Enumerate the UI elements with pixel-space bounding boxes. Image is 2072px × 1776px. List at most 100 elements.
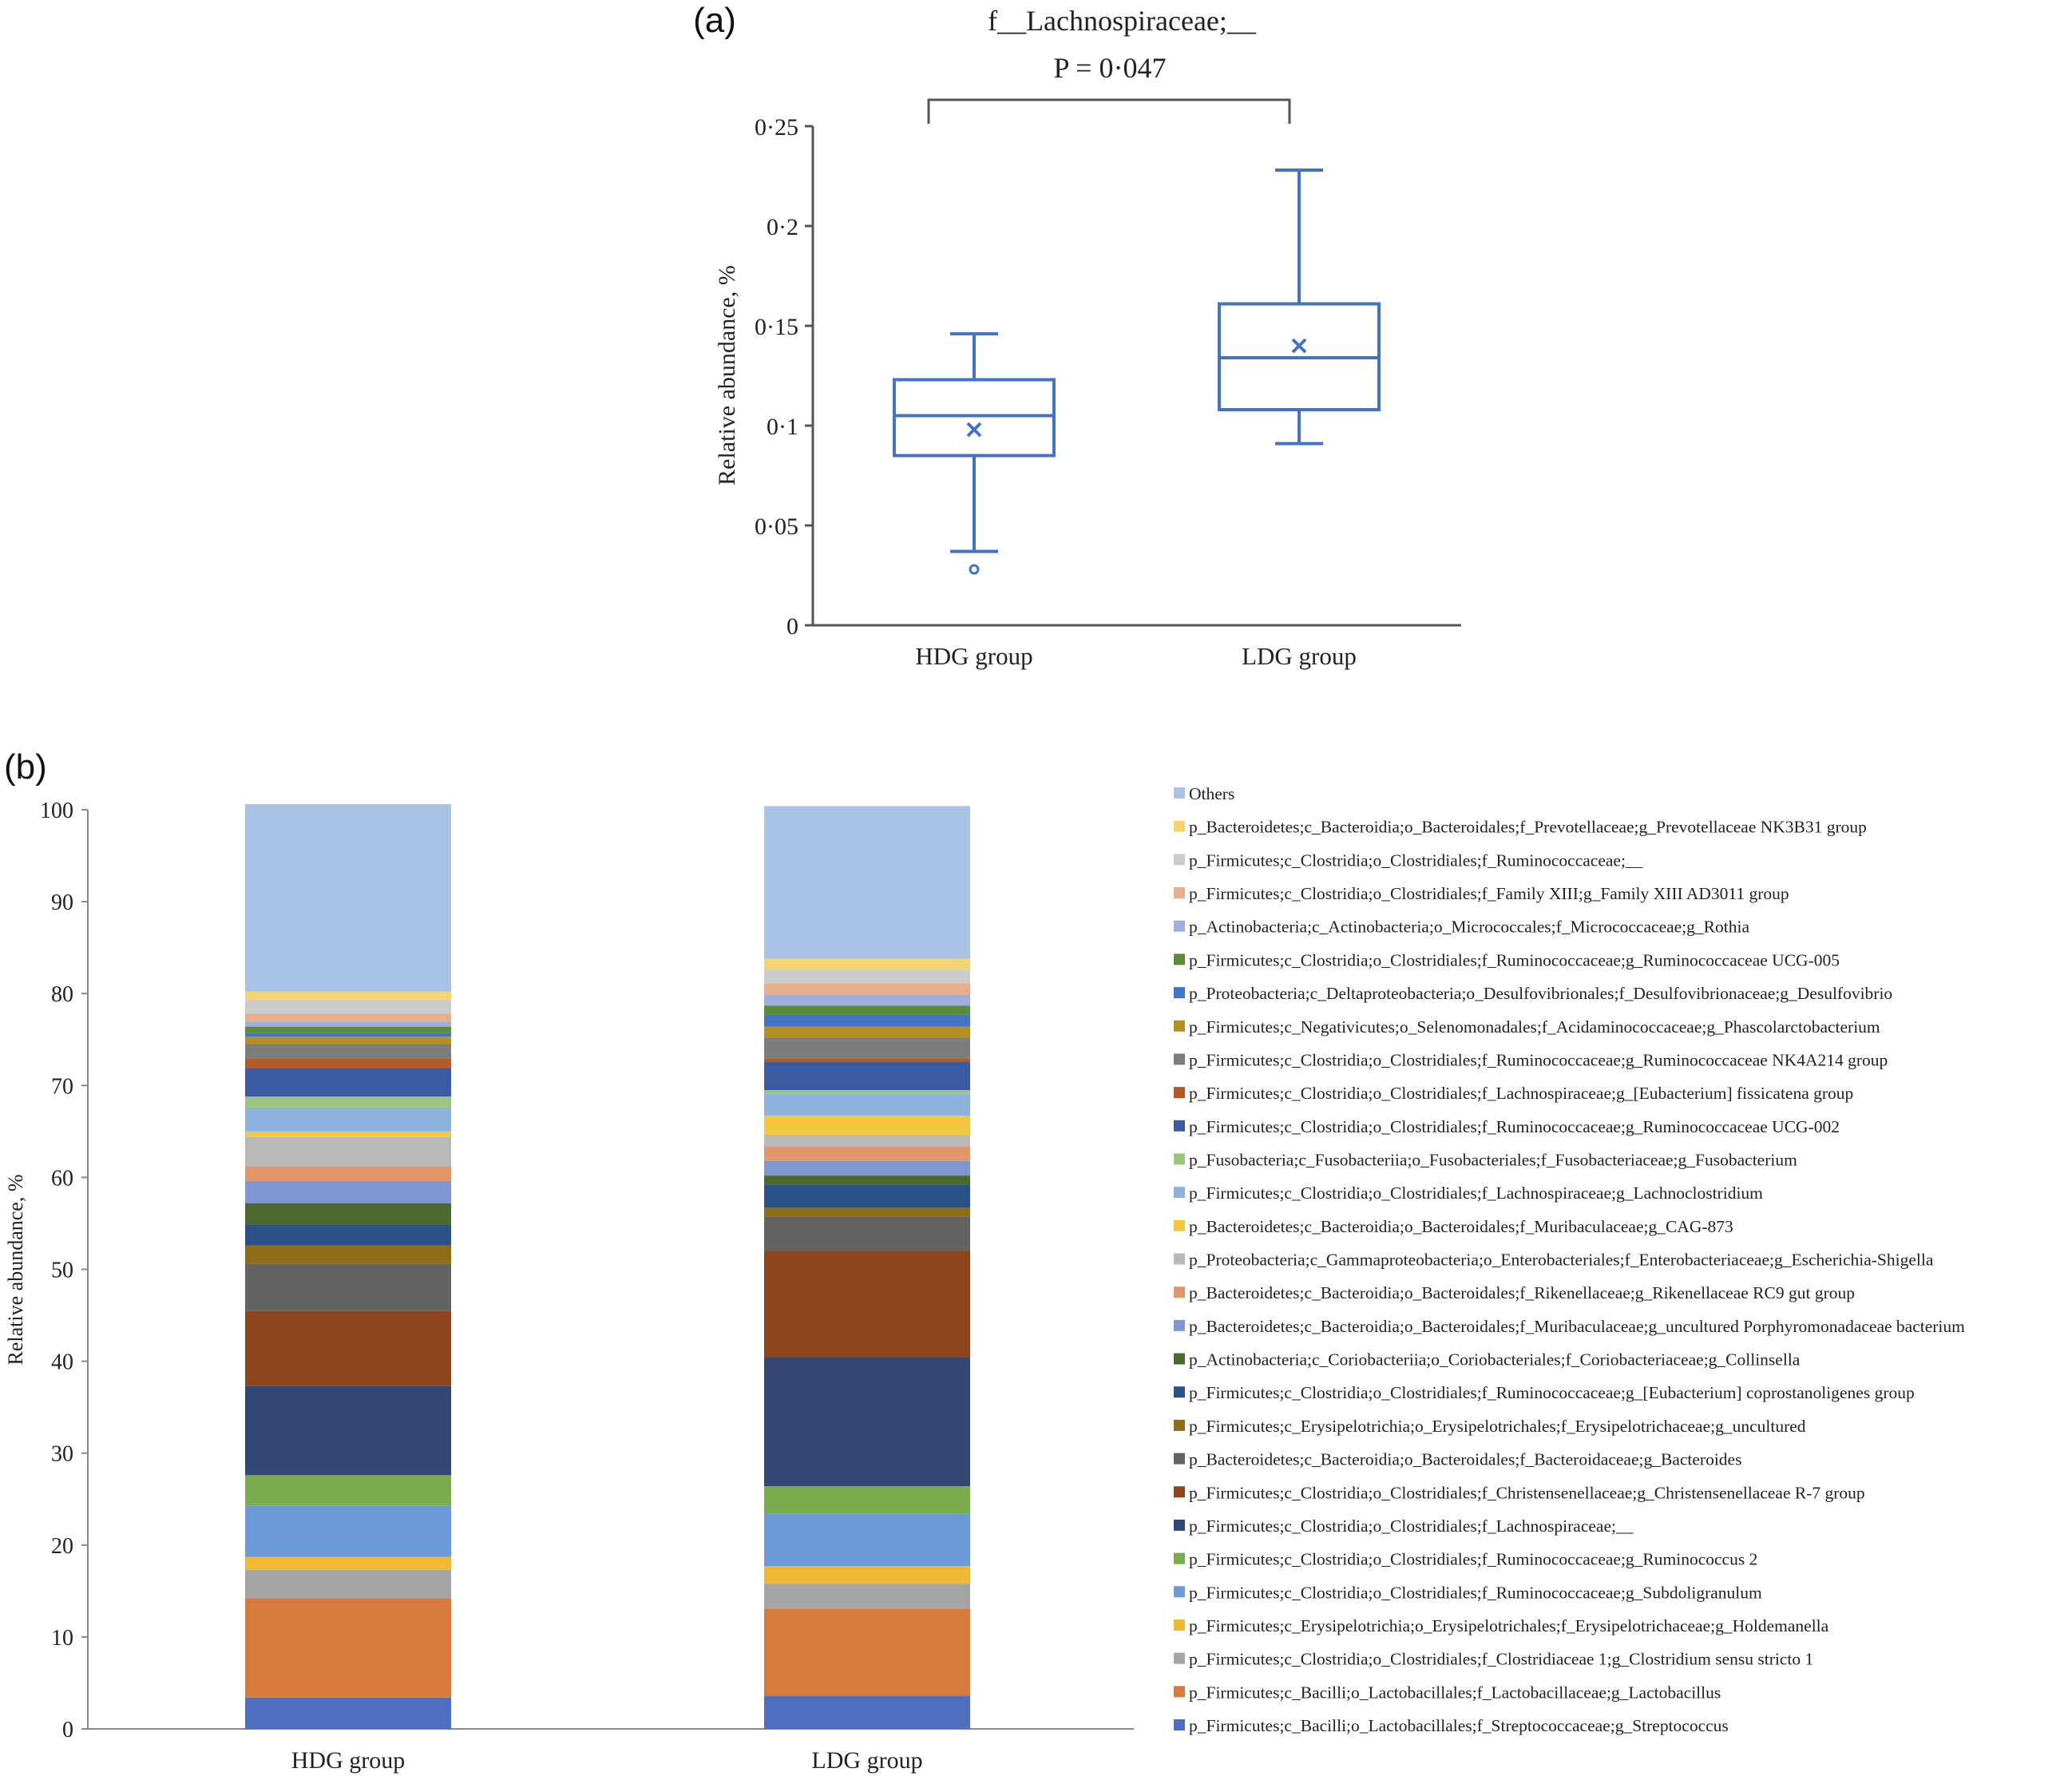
legend-swatch	[1174, 1619, 1185, 1631]
bar-segment	[764, 1486, 970, 1514]
legend-item: p_Firmicutes;c_Clostridia;o_Clostridiale…	[1174, 1383, 1915, 1402]
bar-segment	[245, 1096, 451, 1108]
bar-segment	[245, 1697, 451, 1729]
bar-segment	[764, 1005, 970, 1015]
bar-segment	[764, 1175, 970, 1185]
legend-swatch	[1174, 1153, 1185, 1165]
legend-item: p_Firmicutes;c_Clostridia;o_Clostridiale…	[1174, 1550, 1757, 1569]
y-tick-label-b: 90	[51, 890, 73, 915]
legend-item: p_Firmicutes;c_Clostridia;o_Clostridiale…	[1174, 884, 1789, 903]
bar-segment	[245, 1068, 451, 1097]
legend-swatch	[1174, 1453, 1185, 1465]
legend-label: p_Firmicutes;c_Clostridia;o_Clostridiale…	[1189, 1550, 1757, 1569]
legend: Others p_Bacteroidetes;c_Bacteroidia;o_Ba…	[1174, 784, 1965, 1735]
bar-segment	[245, 1505, 451, 1557]
bar-segment	[245, 991, 451, 1001]
legend-label: p_Firmicutes;c_Clostridia;o_Clostridiale…	[1189, 884, 1789, 903]
panel-b-label: (b)	[4, 747, 47, 787]
x-label-b: LDG group	[811, 1747, 922, 1774]
bar-segment	[764, 1014, 970, 1027]
legend-swatch	[1174, 1286, 1185, 1298]
legend-swatch	[1174, 920, 1185, 932]
legend-item: p_Firmicutes;c_Bacilli;o_Lactobacillales…	[1174, 1716, 1729, 1735]
bar-segment	[245, 1203, 451, 1225]
legend-swatch	[1174, 987, 1185, 999]
y-tick-label-b: 60	[51, 1166, 73, 1191]
bar-segment	[764, 1251, 970, 1358]
mean-marker	[1291, 338, 1307, 354]
legend-item: p_Bacteroidetes;c_Bacteroidia;o_Bacteroi…	[1174, 818, 1867, 837]
legend-swatch	[1174, 1219, 1185, 1231]
bar-segment	[764, 969, 970, 984]
bar-segment	[764, 1695, 970, 1729]
bar-segment	[764, 1584, 970, 1609]
y-tick-label-a: 0·15	[755, 314, 798, 340]
y-axis-title-b: Relative abundance, %	[4, 1175, 27, 1366]
bar-segment	[764, 1146, 970, 1161]
legend-label: p_Firmicutes;c_Negativicutes;o_Selenomon…	[1189, 1017, 1880, 1037]
bar-segment	[245, 1386, 451, 1476]
iqr-box	[893, 378, 1056, 458]
legend-item: Others	[1174, 784, 1234, 803]
y-axis-title-a: Relative abundance, %	[714, 265, 740, 486]
bar-segment	[764, 1357, 970, 1487]
bar-segment	[245, 1026, 451, 1033]
panel-a-label: (a)	[693, 1, 736, 40]
bar-segment	[245, 1037, 451, 1045]
bar-segment	[245, 1475, 451, 1506]
legend-swatch	[1174, 1087, 1185, 1099]
legend-item: p_Bacteroidetes;c_Bacteroidia;o_Bacteroi…	[1174, 1450, 1741, 1469]
legend-swatch	[1174, 953, 1185, 965]
legend-item: p_Firmicutes;c_Clostridia;o_Clostridiale…	[1174, 1583, 1762, 1602]
panel-a: (a) f__Lachnospiraceae;__ P = 0·047 0 0·0…	[693, 1, 1461, 670]
y-tick-label-b: 0	[62, 1718, 73, 1742]
y-tick-label-b: 80	[51, 982, 73, 1007]
legend-item: p_Firmicutes;c_Erysipelotrichia;o_Erysip…	[1174, 1417, 1806, 1436]
legend-swatch	[1174, 1120, 1185, 1132]
legend-label: p_Fusobacteria;c_Fusobacteriia;o_Fusobac…	[1189, 1150, 1797, 1169]
legend-item: p_Firmicutes;c_Clostridia;o_Clostridiale…	[1174, 1183, 1763, 1203]
bar-segment	[764, 806, 970, 959]
bar-ldg	[764, 806, 970, 1729]
legend-item: p_Bacteroidetes;c_Bacteroidia;o_Bacteroi…	[1174, 1283, 1855, 1302]
legend-label: p_Firmicutes;c_Clostridia;o_Clostridiale…	[1189, 1117, 1840, 1136]
legend-item: p_Firmicutes;c_Clostridia;o_Clostridiale…	[1174, 1050, 1888, 1069]
bar-segment	[764, 1135, 970, 1147]
y-tick-label-a: 0·25	[755, 114, 798, 141]
legend-swatch	[1174, 1652, 1185, 1664]
legend-label: p_Firmicutes;c_Clostridia;o_Clostridiale…	[1189, 1516, 1634, 1536]
legend-label: p_Firmicutes;c_Clostridia;o_Clostridiale…	[1189, 1650, 1813, 1669]
y-tick-label-b: 50	[51, 1259, 73, 1283]
legend-item: p_Firmicutes;c_Clostridia;o_Clostridiale…	[1174, 1650, 1813, 1669]
y-tick-label-b: 70	[51, 1074, 73, 1099]
bar-segment	[245, 1598, 451, 1698]
legend-swatch	[1174, 1486, 1185, 1498]
bar-segment	[245, 1044, 451, 1059]
y-tick-label-a: 0·2	[767, 214, 798, 240]
legend-swatch	[1174, 1552, 1185, 1564]
bar-segment	[245, 1166, 451, 1182]
bar-segment	[764, 1513, 970, 1567]
legend-swatch	[1174, 1053, 1185, 1065]
outlier-point	[969, 564, 980, 575]
bar-segment	[764, 958, 970, 970]
legend-item: p_Firmicutes;c_Clostridia;o_Clostridiale…	[1174, 1117, 1840, 1136]
legend-item: p_Firmicutes;c_Negativicutes;o_Selenomon…	[1174, 1017, 1880, 1037]
x-label-b: HDG group	[291, 1747, 406, 1774]
legend-label: p_Firmicutes;c_Bacilli;o_Lactobacillales…	[1189, 1683, 1721, 1702]
bar-segment	[245, 1131, 451, 1137]
bar-segment	[764, 1058, 970, 1062]
panel-b: (b) 0 10 20 30 40 50 60 70 80 90 100 Relative abun…	[4, 747, 1965, 1774]
legend-item: p_Firmicutes;c_Clostridia;o_Clostridiale…	[1174, 1483, 1865, 1502]
bar-segment	[764, 1216, 970, 1251]
y-tick-label-b: 100	[40, 799, 73, 823]
legend-label: p_Bacteroidetes;c_Bacteroidia;o_Bacteroi…	[1189, 1283, 1855, 1302]
legend-swatch	[1174, 1253, 1185, 1265]
bar-segment	[245, 1000, 451, 1014]
y-tick-label-a: 0·05	[755, 513, 798, 540]
legend-item: p_Firmicutes;c_Clostridia;o_Clostridiale…	[1174, 850, 1643, 870]
bar-segment	[764, 1116, 970, 1136]
legend-item: p_Actinobacteria;c_Actinobacteria;o_Micr…	[1174, 918, 1749, 937]
y-tick-label-b: 20	[51, 1534, 73, 1559]
